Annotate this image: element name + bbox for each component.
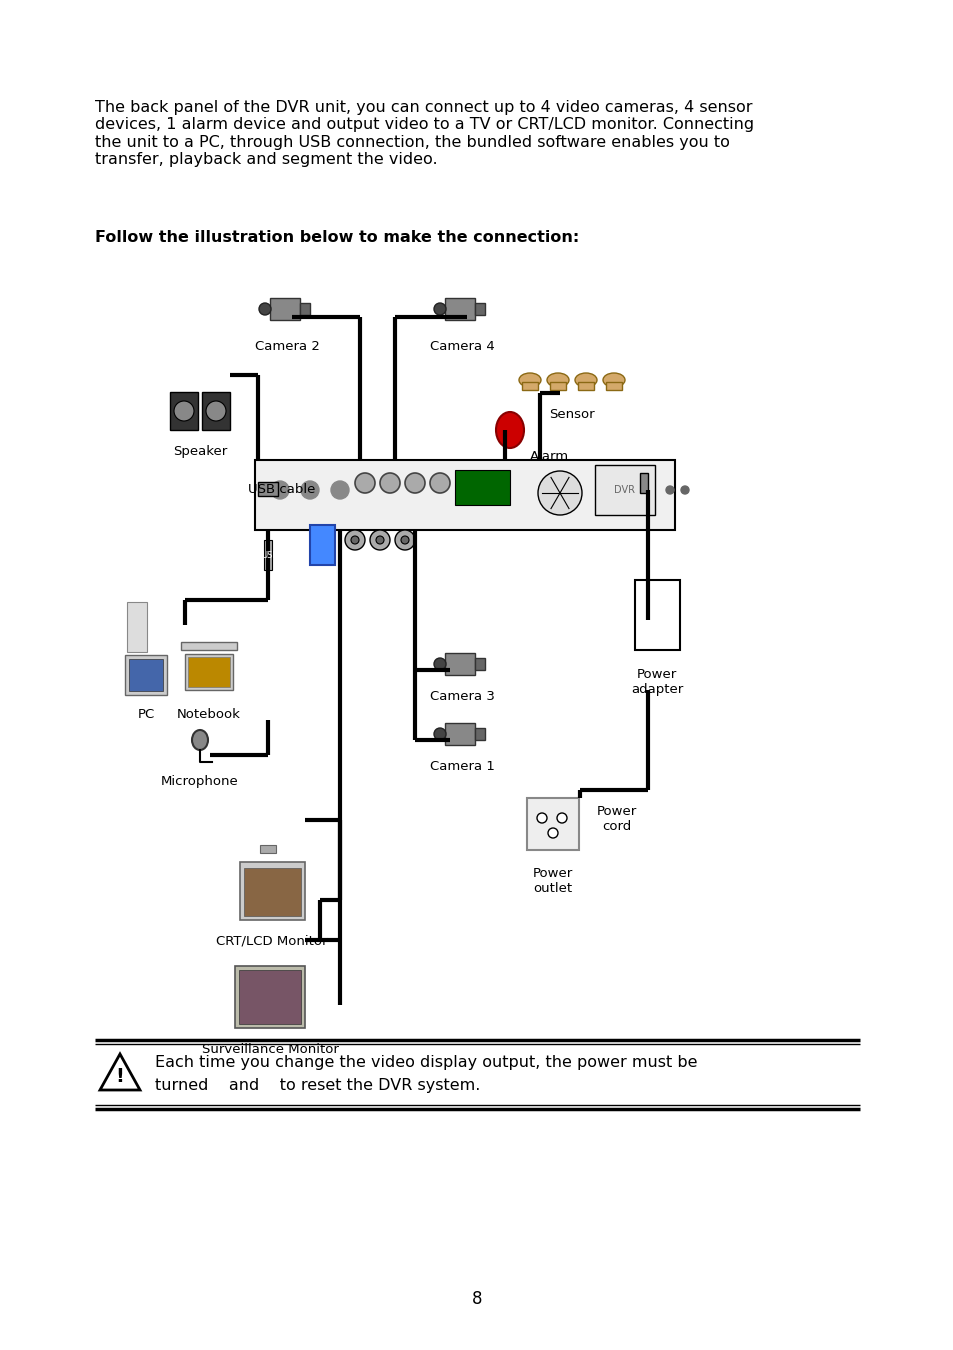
Bar — [188, 657, 230, 687]
Circle shape — [379, 472, 399, 493]
Ellipse shape — [192, 730, 208, 751]
Circle shape — [430, 472, 450, 493]
Text: 8: 8 — [471, 1291, 482, 1308]
Bar — [595, 464, 655, 514]
Circle shape — [331, 481, 349, 500]
Circle shape — [301, 481, 318, 500]
Text: The back panel of the DVR unit, you can connect up to 4 video cameras, 4 sensor
: The back panel of the DVR unit, you can … — [95, 100, 753, 167]
Bar — [170, 392, 198, 431]
Bar — [254, 460, 675, 531]
Bar — [521, 382, 537, 390]
Bar — [578, 382, 594, 390]
Bar — [605, 382, 621, 390]
Bar — [125, 655, 167, 695]
Circle shape — [351, 536, 358, 544]
Bar — [127, 602, 147, 652]
Ellipse shape — [518, 373, 540, 387]
Circle shape — [375, 536, 384, 544]
Text: Notebook: Notebook — [177, 707, 241, 721]
Bar — [444, 724, 475, 745]
Bar — [181, 643, 236, 649]
Circle shape — [206, 401, 226, 421]
Text: Follow the illustration below to make the connection:: Follow the illustration below to make th… — [95, 230, 578, 244]
Ellipse shape — [546, 373, 568, 387]
Text: Camera 4: Camera 4 — [429, 340, 494, 352]
Bar — [240, 863, 305, 919]
Text: Power
outlet: Power outlet — [533, 867, 573, 895]
Circle shape — [405, 472, 424, 493]
Circle shape — [345, 531, 365, 549]
Bar — [129, 659, 163, 691]
Text: Power
adapter: Power adapter — [630, 668, 682, 697]
Bar — [202, 392, 230, 431]
Bar — [455, 470, 510, 505]
Bar — [444, 653, 475, 675]
Bar — [239, 971, 301, 1025]
Bar — [444, 298, 475, 320]
Circle shape — [537, 813, 546, 823]
Text: USB: USB — [261, 551, 278, 559]
Text: USB cable: USB cable — [248, 483, 315, 495]
Circle shape — [355, 472, 375, 493]
Circle shape — [370, 531, 390, 549]
Bar — [475, 302, 484, 315]
Circle shape — [557, 813, 566, 823]
Polygon shape — [100, 1054, 140, 1089]
Bar — [635, 580, 679, 649]
Circle shape — [434, 302, 446, 315]
Circle shape — [537, 471, 581, 514]
Text: Surveillance Monitor: Surveillance Monitor — [201, 1044, 338, 1056]
Text: Camera 1: Camera 1 — [429, 760, 494, 774]
Text: PC: PC — [137, 707, 154, 721]
Circle shape — [547, 828, 558, 838]
Circle shape — [434, 728, 446, 740]
Circle shape — [258, 302, 271, 315]
Text: CRT/LCD Monitor: CRT/LCD Monitor — [216, 936, 328, 948]
Text: Speaker: Speaker — [172, 446, 227, 458]
Text: Power
cord: Power cord — [597, 805, 637, 833]
Bar — [257, 482, 277, 495]
Bar — [639, 472, 647, 493]
Bar — [475, 728, 484, 740]
Bar — [185, 653, 233, 690]
Bar — [526, 798, 578, 850]
Ellipse shape — [496, 412, 523, 448]
Text: Camera 3: Camera 3 — [429, 690, 494, 703]
Circle shape — [400, 536, 409, 544]
Circle shape — [173, 401, 193, 421]
Circle shape — [680, 486, 688, 494]
Text: Microphone: Microphone — [161, 775, 238, 788]
Text: Camera 2: Camera 2 — [254, 340, 319, 352]
Ellipse shape — [602, 373, 624, 387]
Circle shape — [395, 531, 415, 549]
Ellipse shape — [575, 373, 597, 387]
Bar — [260, 845, 275, 853]
Circle shape — [271, 481, 289, 500]
Bar — [550, 382, 565, 390]
Circle shape — [665, 486, 673, 494]
Bar — [270, 298, 299, 320]
Text: Each time you change the video display output, the power must be: Each time you change the video display o… — [154, 1054, 697, 1071]
Bar — [299, 302, 310, 315]
Circle shape — [434, 657, 446, 670]
Text: Alarm: Alarm — [530, 450, 569, 463]
Bar — [264, 540, 272, 570]
Text: DVR: DVR — [614, 485, 635, 495]
Bar — [234, 967, 305, 1027]
Bar — [310, 525, 335, 566]
Bar — [475, 657, 484, 670]
Bar — [244, 868, 301, 917]
Text: !: ! — [115, 1066, 124, 1085]
Text: Sensor: Sensor — [549, 408, 594, 421]
Text: turned    and    to reset the DVR system.: turned and to reset the DVR system. — [154, 1079, 480, 1094]
